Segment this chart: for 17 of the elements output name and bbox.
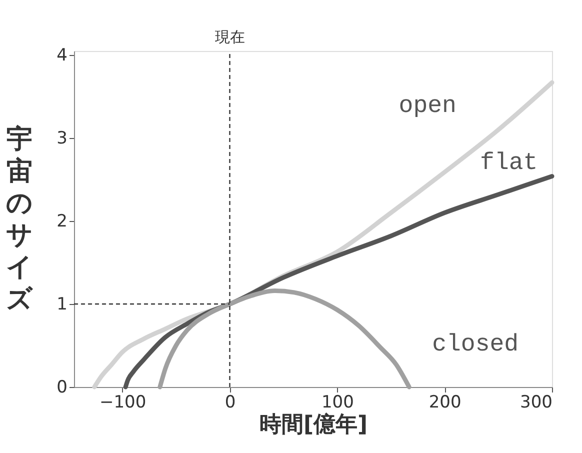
y-tick-label: 3 (56, 128, 68, 149)
x-tick-label: 100 (321, 392, 354, 412)
line-series (158, 288, 412, 390)
x-tick-label: −100 (99, 392, 146, 412)
x-tick-label: 0 (224, 392, 236, 412)
y-tick-label: 0 (56, 378, 68, 398)
series-label: open (398, 92, 456, 120)
x-axis-title: 時間[億年] (259, 412, 368, 438)
x-tick-label: 200 (428, 392, 462, 412)
y-tick-label: 4 (56, 46, 68, 66)
x-tick-label: 300 (520, 392, 552, 412)
y-tick-label: 2 (56, 212, 68, 232)
series-label: flat (480, 150, 538, 177)
series-label: closed (432, 331, 519, 358)
y-axis-title: 宇宙のサイズ (6, 124, 33, 314)
ref-line-label: 現在 (214, 28, 245, 46)
y-tick-label: 1 (56, 294, 68, 315)
